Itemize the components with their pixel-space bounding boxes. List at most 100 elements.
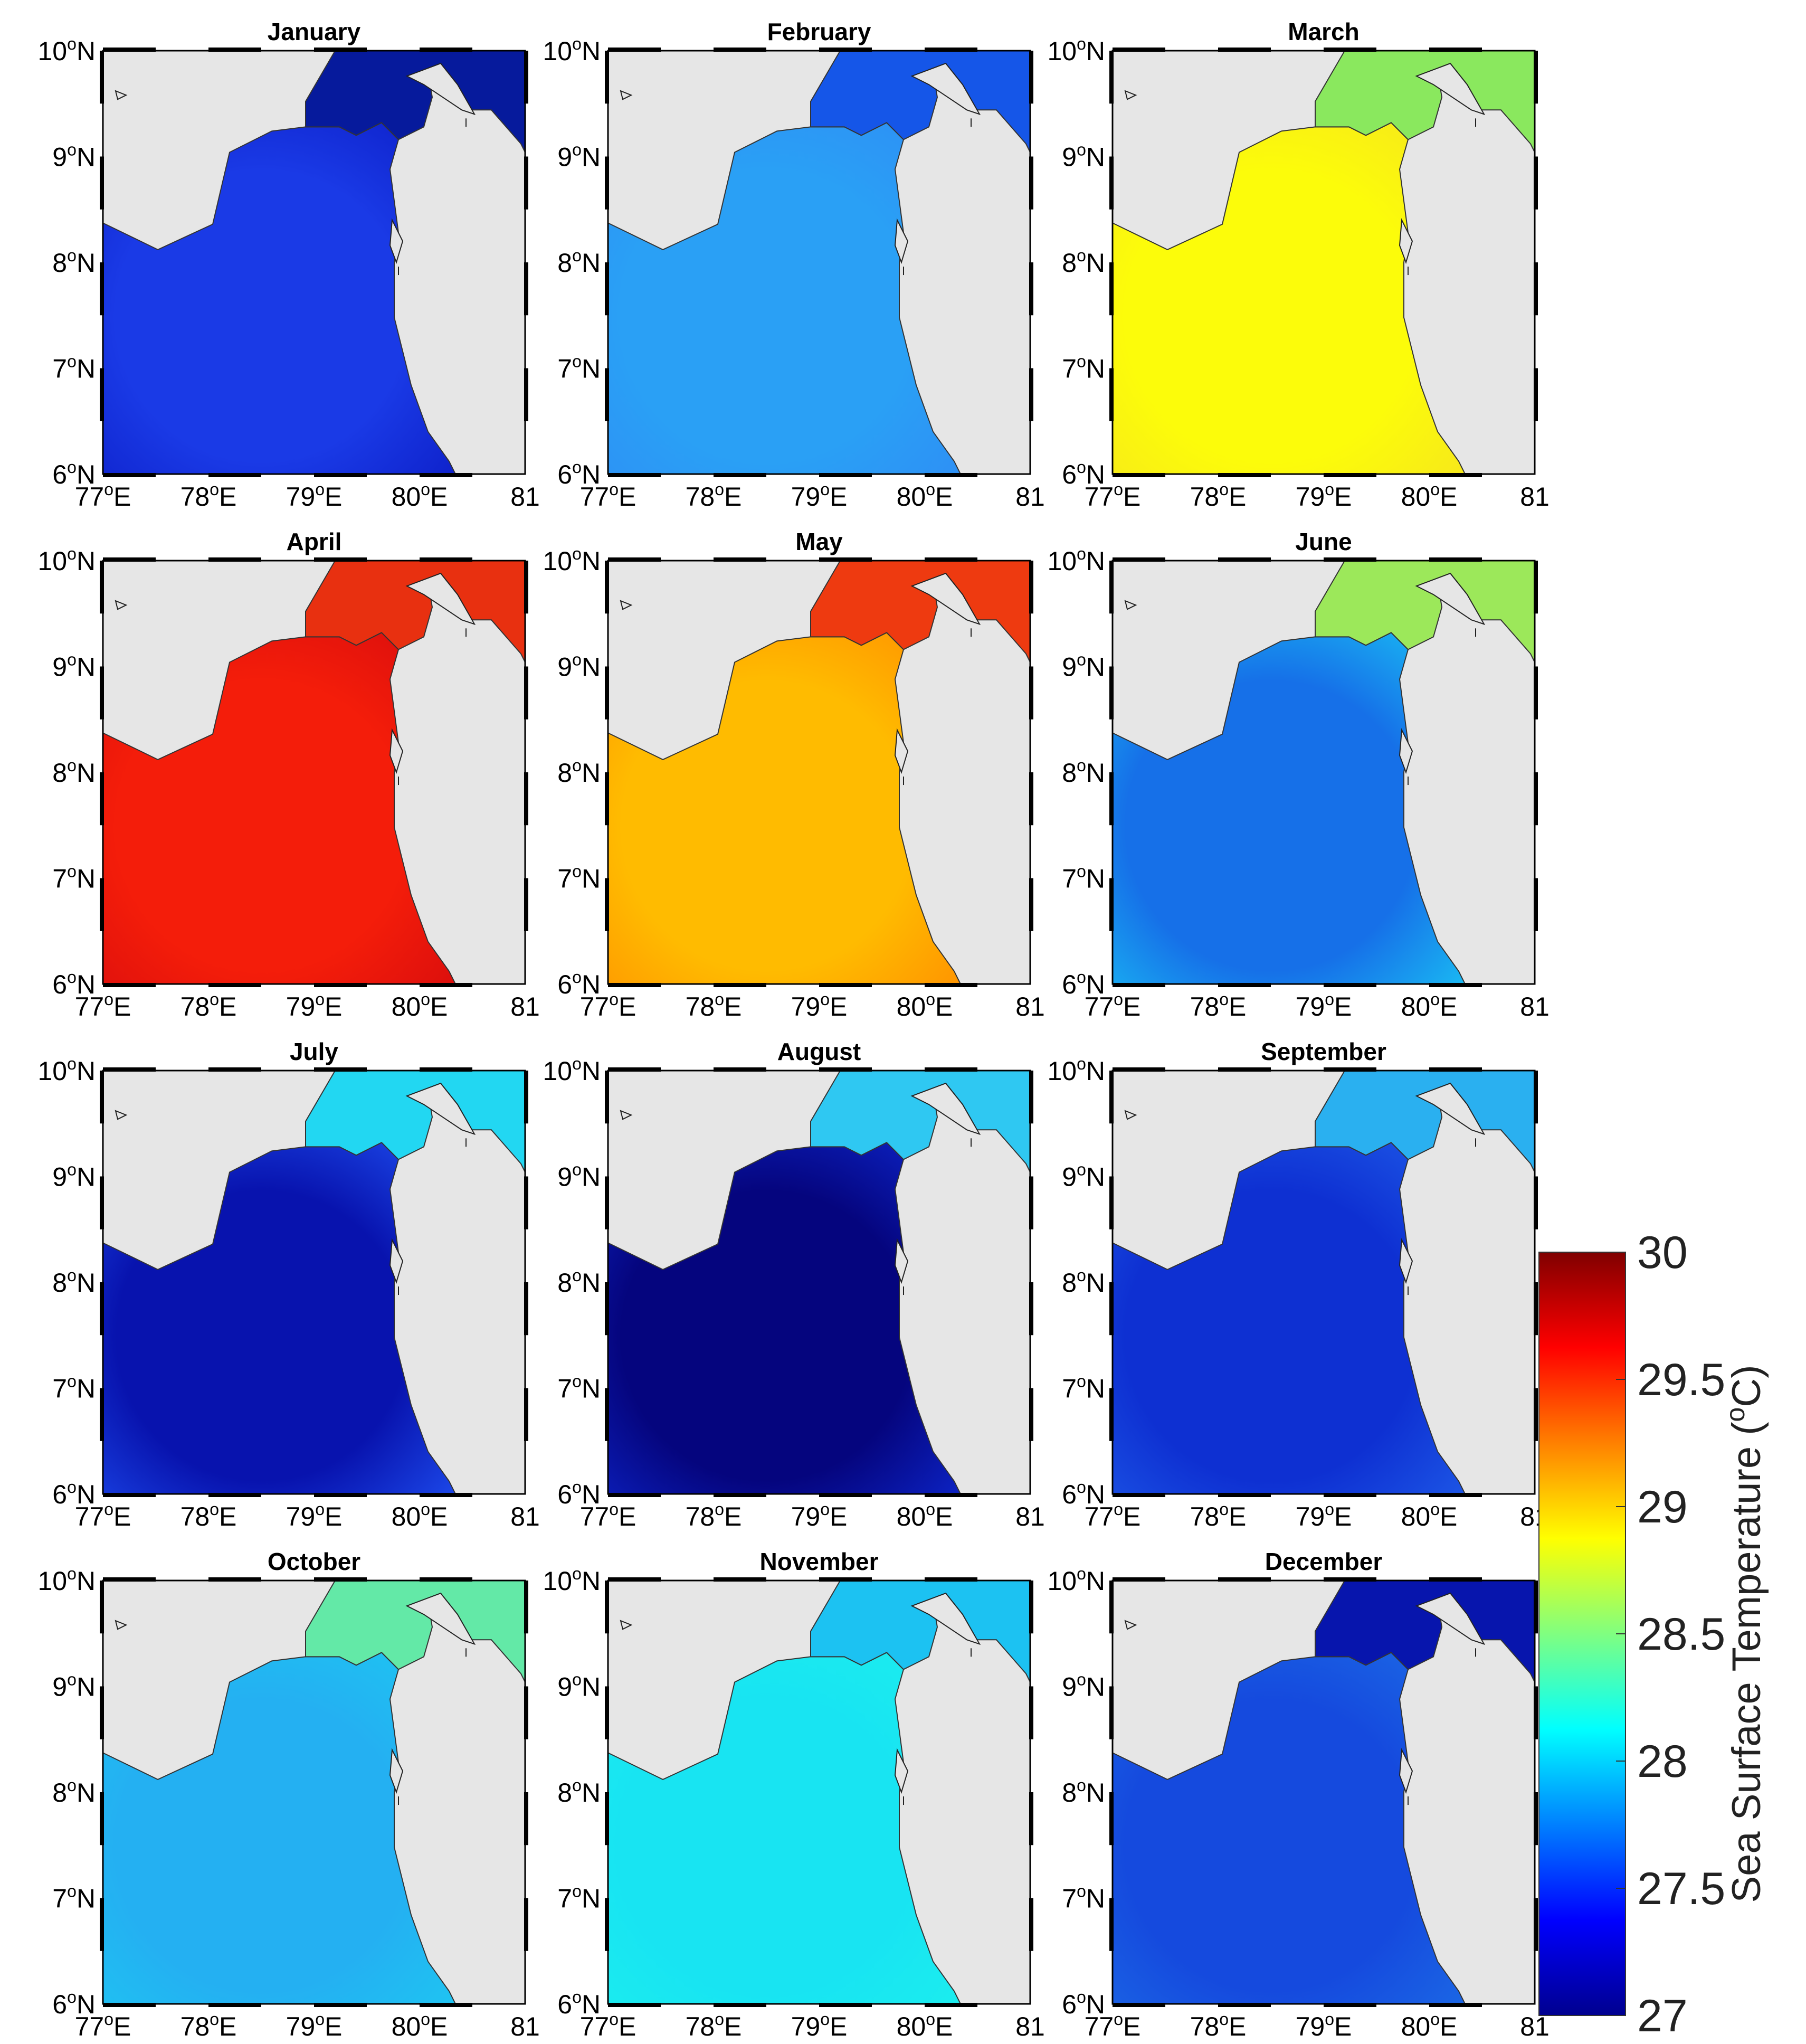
- frame-tick: [1109, 1898, 1114, 1951]
- lat-tick-label: 6oN: [557, 1988, 601, 2019]
- frame-tick: [1429, 1067, 1482, 1072]
- lon-tick-label: 79oE: [286, 2010, 343, 2041]
- lat-tick-label: 7oN: [52, 1882, 96, 1914]
- frame-tick: [714, 473, 766, 477]
- frame-tick: [1109, 368, 1114, 421]
- lon-tick-label: 80oE: [897, 1500, 953, 1531]
- frame-tick: [1029, 51, 1033, 104]
- lat-tick-label: 8oN: [557, 756, 601, 788]
- frame-tick: [208, 473, 261, 477]
- frame-tick: [100, 1792, 104, 1846]
- island: [1415, 1082, 1486, 1135]
- frame-tick: [1324, 1067, 1376, 1072]
- frame-tick: [1534, 666, 1538, 720]
- lat-tick-label: 8oN: [52, 1776, 96, 1808]
- island: [910, 62, 981, 116]
- frame-tick: [524, 1581, 528, 1634]
- island: [1399, 218, 1413, 264]
- island-marker: [620, 90, 633, 100]
- lat-tick-label: 9oN: [557, 140, 601, 172]
- lat-tick-label: 9oN: [1062, 1160, 1105, 1192]
- frame-tick: [819, 983, 872, 987]
- island: [910, 1082, 981, 1135]
- frame-tick: [819, 1493, 872, 1497]
- frame-tick: [1113, 473, 1165, 477]
- lat-tick-label: 10oN: [1047, 34, 1105, 66]
- frame-tick: [1113, 1577, 1165, 1582]
- frame-tick: [524, 772, 528, 826]
- colorbar-title: Sea Surface Temperature (oC): [1721, 1365, 1769, 1903]
- frame-tick: [1218, 1577, 1271, 1582]
- frame-tick: [314, 1067, 367, 1072]
- island-marker: [620, 1110, 633, 1120]
- frame-tick: [1113, 983, 1165, 987]
- frame-tick: [608, 983, 661, 987]
- frame-tick: [714, 557, 766, 562]
- frame-tick: [103, 557, 156, 562]
- lon-tick-label: 81: [1015, 1502, 1045, 1531]
- frame-tick: [605, 262, 609, 316]
- frame-tick: [314, 1493, 367, 1497]
- island: [1415, 62, 1486, 116]
- lat-tick-label: 9oN: [1062, 650, 1105, 682]
- frame-tick: [1029, 368, 1033, 421]
- frame-tick: [1218, 1067, 1271, 1072]
- frame-tick: [1029, 772, 1033, 826]
- lon-tick-label: 81: [1520, 482, 1550, 512]
- lat-tick-label: 9oN: [1062, 1670, 1105, 1702]
- lat-tick-label: 9oN: [1062, 140, 1105, 172]
- lon-tick-label: 79oE: [286, 1500, 343, 1531]
- frame-tick: [100, 1071, 104, 1124]
- lon-tick-label: 80oE: [897, 990, 953, 1021]
- frame-tick: [314, 557, 367, 562]
- panel-title: July: [290, 1038, 338, 1065]
- lon-tick-label: 79oE: [1296, 2010, 1352, 2041]
- lon-tick-label: 78oE: [180, 480, 237, 512]
- frame-tick: [1534, 1071, 1538, 1124]
- frame-tick: [819, 1577, 872, 1582]
- frame-tick: [1029, 1282, 1033, 1336]
- frame-tick: [1029, 878, 1033, 931]
- frame-tick: [608, 48, 661, 52]
- panel-title: October: [268, 1548, 360, 1575]
- frame-tick: [714, 983, 766, 987]
- frame-tick: [208, 557, 261, 562]
- frame-tick: [100, 262, 104, 316]
- lat-tick-label: 6oN: [557, 458, 601, 489]
- lat-tick-label: 8oN: [557, 1776, 601, 1808]
- island: [1415, 572, 1486, 626]
- lon-tick-label: 80oE: [392, 1500, 448, 1531]
- lat-tick-label: 6oN: [1062, 968, 1105, 999]
- frame-tick: [605, 561, 609, 614]
- panel-title: December: [1265, 1548, 1383, 1575]
- frame-tick: [1534, 51, 1538, 104]
- lon-tick-label: 78oE: [1190, 1500, 1247, 1531]
- lat-tick-label: 7oN: [557, 352, 601, 384]
- frame-tick: [819, 557, 872, 562]
- lat-tick-label: 7oN: [52, 1372, 96, 1404]
- lat-tick-label: 10oN: [1047, 1564, 1105, 1596]
- lat-tick-label: 10oN: [543, 34, 601, 66]
- frame-tick: [608, 1577, 661, 1582]
- lat-tick-label: 8oN: [52, 1266, 96, 1298]
- frame-tick: [1109, 262, 1114, 316]
- frame-tick: [420, 1067, 472, 1072]
- panel-title: February: [767, 18, 871, 45]
- lon-tick-label: 77oE: [1085, 1500, 1141, 1531]
- frame-tick: [1029, 156, 1033, 210]
- lon-tick-label: 77oE: [75, 480, 131, 512]
- frame-tick: [819, 48, 872, 52]
- frame-tick: [1534, 1581, 1538, 1634]
- frame-tick: [605, 772, 609, 826]
- frame-tick: [1429, 557, 1482, 562]
- island-marker: [115, 1110, 128, 1120]
- lat-tick-label: 8oN: [52, 756, 96, 788]
- lat-tick-label: 6oN: [52, 1478, 96, 1509]
- lon-tick-label: 80oE: [1401, 1500, 1458, 1531]
- frame-tick: [420, 48, 472, 52]
- frame-tick: [1113, 48, 1165, 52]
